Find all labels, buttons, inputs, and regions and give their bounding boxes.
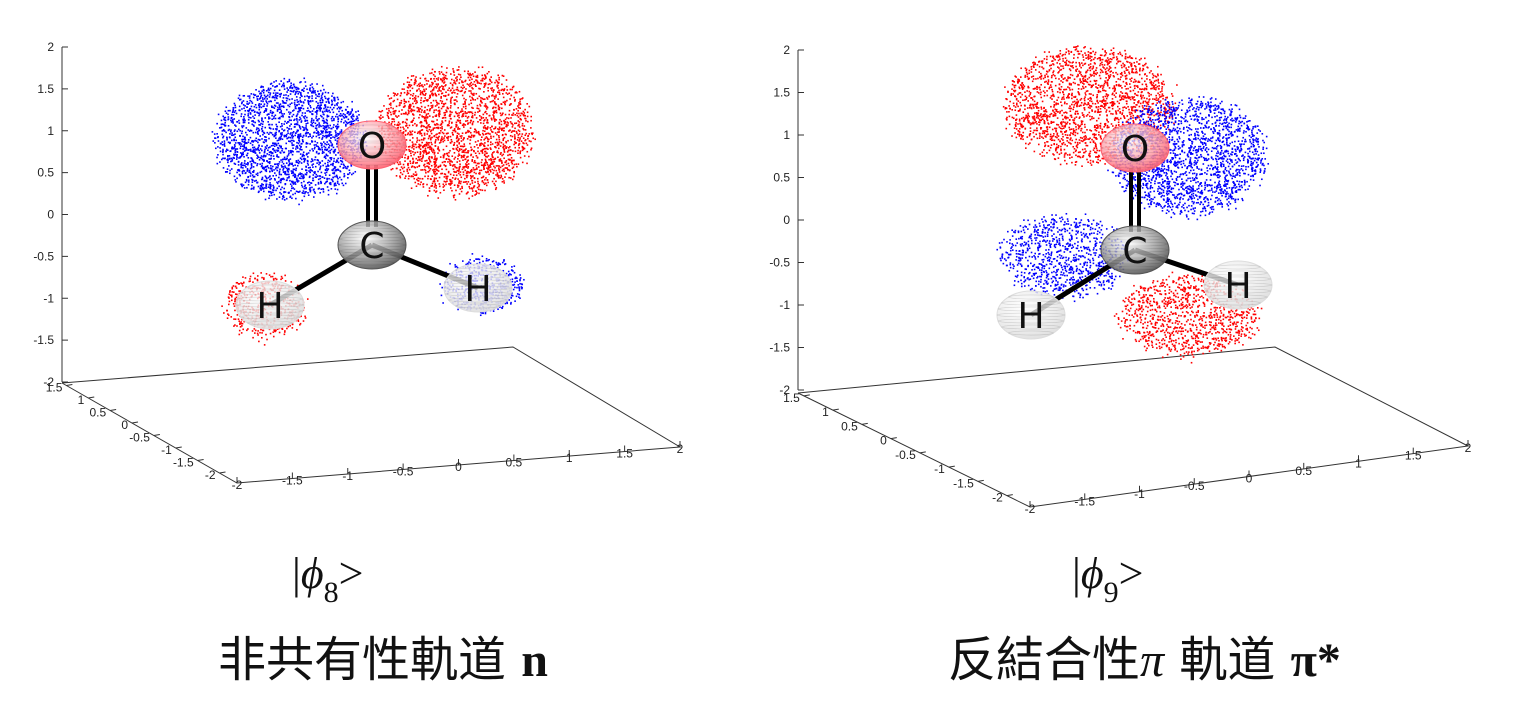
positive-lobe	[1113, 271, 1263, 364]
x-tick-label: -2	[1025, 502, 1036, 516]
y-tick-label: 0.5	[89, 406, 106, 420]
positive-lobe	[374, 65, 537, 201]
y-tick-label: 1	[822, 405, 829, 419]
z-tick-label: -1.5	[769, 341, 790, 355]
x-tick-label: -2	[232, 478, 243, 492]
oxygen-atom	[337, 120, 407, 170]
x-tick-label: -1	[342, 469, 353, 483]
z-tick-label: 2	[783, 43, 790, 57]
atom-label-c: C	[359, 226, 384, 267]
carbon-atom	[337, 220, 407, 270]
molecule: O C H H	[996, 123, 1273, 340]
orbital-plot-phi9: 21.510.50-0.5-1-1.5-21.510.50-0.5-1-1.5-…	[769, 43, 1471, 516]
x-tick-label: -0.5	[1184, 479, 1205, 493]
atom-label-h: H	[256, 286, 283, 327]
x-tick-label: 2	[677, 442, 684, 456]
z-tick-label: -0.5	[769, 256, 790, 270]
ket-label: |ϕ8>	[292, 549, 364, 609]
x-tick-label: 0	[1246, 472, 1253, 486]
x-tick-label: 1.5	[616, 447, 633, 461]
x-tick-label: 1.5	[1405, 449, 1422, 463]
y-tick-label: -1.5	[953, 476, 974, 490]
x-tick-label: -0.5	[393, 465, 414, 479]
z-tick-label: -1.5	[33, 333, 54, 347]
ket-subscript: 9	[1103, 576, 1119, 609]
z-tick-label: 1	[783, 128, 790, 142]
atom-label-h: H	[464, 269, 491, 310]
molecule: O C H H	[235, 120, 513, 330]
z-tick-label: 1.5	[37, 82, 54, 96]
z-tick-label: -2	[779, 383, 790, 397]
z-tick-label: 0.5	[773, 171, 790, 185]
x-tick-label: 0.5	[506, 456, 523, 470]
ket-label: |ϕ9>	[1072, 549, 1144, 609]
atom-label-o: O	[358, 126, 386, 167]
y-tick-label: 0	[121, 418, 128, 432]
y-tick-label: -0.5	[895, 448, 916, 462]
orbital-panel-phi8: 2 1.5 1 0.5 0 -0.5 -1 -1.5 -2 1.5 1 0.5 0 -0.5 -1 -1.5-…	[33, 40, 683, 688]
y-tick-label: -1	[161, 443, 172, 457]
hydrogen-atom	[235, 280, 305, 330]
y-tick-label: 1.5	[46, 381, 63, 395]
positive-lobe	[1002, 45, 1178, 167]
x-tick-label: 1	[1355, 456, 1362, 470]
z-tick-label: 0	[47, 208, 54, 222]
x-tick-label: 2	[1465, 441, 1472, 455]
y-tick-label: -2	[992, 491, 1003, 505]
y-tick-label: 0.5	[841, 419, 858, 433]
z-tick-label: -1	[43, 291, 54, 305]
orbital-caption: 非共有性軌道 n	[218, 632, 548, 688]
x-tick-label: -1	[1134, 487, 1145, 501]
hydrogen-atom	[443, 263, 513, 313]
oxygen-atom	[1100, 123, 1170, 173]
z-tick-label: -1	[779, 298, 790, 312]
phi-symbol: ϕ	[300, 549, 324, 598]
y-tick-label: -0.5	[129, 431, 150, 445]
ket-subscript: 8	[323, 576, 339, 609]
x-tick-label: 1	[566, 451, 573, 465]
hydrogen-atom	[996, 290, 1066, 340]
phi-symbol: ϕ	[1080, 549, 1104, 598]
x-tick-label: 0	[455, 460, 462, 474]
hydrogen-atom	[1203, 260, 1273, 310]
atom-label-c: C	[1122, 231, 1147, 272]
atom-label-o: O	[1121, 129, 1149, 170]
y-tick-label: 1	[78, 393, 85, 407]
y-tick-label: 0	[880, 434, 887, 448]
orbital-panel-phi9: 2 1.5 1 0.5 0 -0.5 -1 -1.5 -2 1.5 1 0.5 0 -0.5 -1 -1.5-…	[768, 0, 1536, 715]
z-tick-label: -0.5	[33, 249, 54, 263]
z-tick-label: 2	[47, 40, 54, 54]
y-tick-label: -2	[205, 468, 216, 482]
negative-lobe	[211, 77, 368, 206]
x-tick-label: -1.5	[282, 474, 303, 488]
z-tick-label: 1.5	[773, 86, 790, 100]
x-tick-label: -1.5	[1074, 494, 1095, 508]
carbon-atom	[1100, 225, 1170, 275]
orbital-caption: 反結合性π 軌道 π*	[948, 632, 1341, 688]
axes: 21.510.50-0.5-1-1.5-21.510.50-0.5-1-1.5-…	[33, 40, 683, 492]
orbital-plot-phi8: 21.510.50-0.5-1-1.5-21.510.50-0.5-1-1.5-…	[33, 40, 683, 492]
z-tick-label: 0	[783, 213, 790, 227]
y-tick-label: -1.5	[173, 456, 194, 470]
atom-label-h: H	[1017, 296, 1044, 337]
atom-label-h: H	[1224, 266, 1251, 307]
x-tick-label: 0.5	[1295, 464, 1312, 478]
y-tick-label: 1.5	[783, 391, 800, 405]
z-tick-label: -2	[43, 375, 54, 389]
z-tick-label: 0.5	[37, 166, 54, 180]
z-tick-label: 1	[47, 124, 54, 138]
axes: 21.510.50-0.5-1-1.5-21.510.50-0.5-1-1.5-…	[769, 43, 1471, 516]
y-tick-label: -1	[934, 462, 945, 476]
